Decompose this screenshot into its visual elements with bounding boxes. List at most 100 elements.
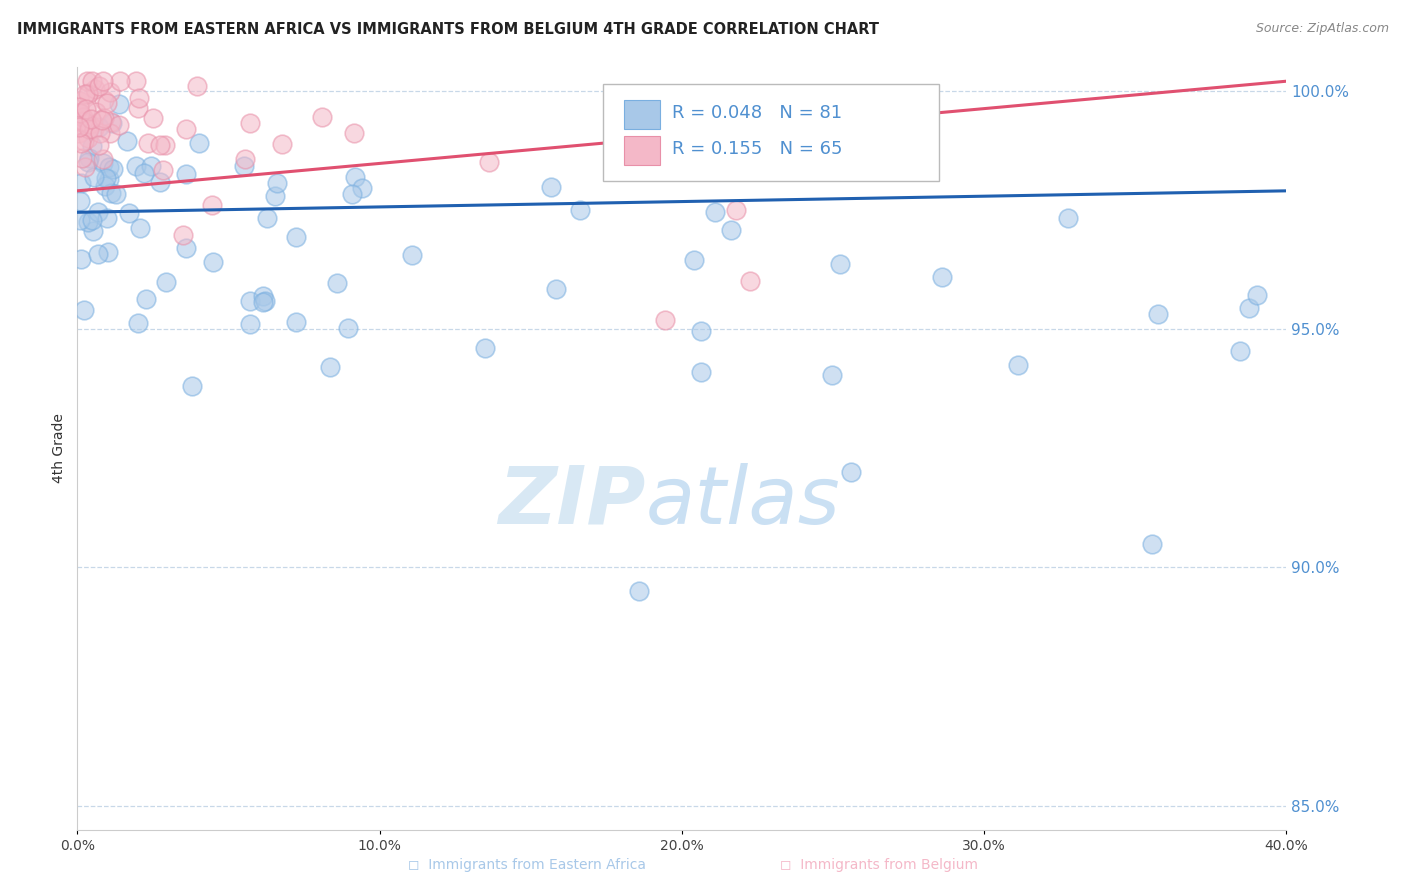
Point [153, 138, 176, 153]
Point [239, 115, 262, 129]
Point [683, 253, 706, 268]
Point [94, 170, 117, 185]
Point [724, 202, 747, 217]
Point [107, 118, 129, 132]
Point [828, 257, 851, 271]
Point [679, 93, 702, 107]
Point [690, 365, 713, 379]
Point [89, 126, 111, 140]
Point [311, 111, 333, 125]
Point [77, 117, 100, 131]
Point [75, 87, 97, 102]
Point [69, 94, 91, 108]
Point [186, 79, 208, 94]
Point [80, 112, 103, 126]
Point [128, 91, 150, 105]
Point [108, 97, 131, 112]
Point [97, 160, 120, 174]
Point [176, 167, 198, 181]
Point [75, 160, 97, 174]
Text: ◻  Immigrants from Eastern Africa: ◻ Immigrants from Eastern Africa [408, 858, 647, 872]
Point [96, 211, 118, 225]
Point [343, 126, 366, 140]
Point [141, 159, 163, 173]
Text: atlas: atlas [645, 463, 841, 541]
Point [1147, 307, 1170, 321]
Point [90, 112, 112, 127]
Point [149, 137, 172, 152]
Point [70, 252, 93, 266]
Point [97, 171, 120, 186]
FancyBboxPatch shape [603, 84, 939, 181]
Point [703, 204, 725, 219]
Point [100, 186, 122, 200]
Bar [624, 136, 661, 165]
Point [67, 105, 90, 120]
Point [738, 274, 761, 288]
Point [77, 87, 100, 101]
Point [325, 277, 347, 291]
Point [118, 206, 141, 220]
Point [235, 152, 257, 166]
Point [76, 74, 98, 88]
Point [266, 176, 288, 190]
Point [76, 155, 98, 169]
Point [172, 227, 194, 242]
Point [344, 170, 367, 185]
Point [84, 104, 107, 119]
Point [239, 317, 262, 331]
Point [690, 324, 713, 338]
Point [1057, 211, 1080, 226]
Point [839, 465, 862, 479]
Point [318, 360, 340, 375]
Point [254, 293, 277, 308]
Point [70, 136, 93, 150]
Point [93, 93, 115, 107]
Point [80, 213, 103, 227]
Point [149, 176, 172, 190]
Point [821, 368, 844, 382]
Point [654, 312, 676, 326]
Point [628, 584, 651, 599]
Point [256, 211, 278, 226]
Point [93, 112, 115, 126]
Point [474, 341, 496, 355]
Point [77, 121, 100, 136]
Point [401, 248, 423, 262]
Point [87, 138, 110, 153]
Point [187, 136, 209, 150]
Point [127, 316, 149, 330]
Point [72, 114, 94, 128]
Point [70, 115, 93, 129]
Point [73, 120, 96, 135]
Point [108, 74, 131, 88]
Point [233, 160, 256, 174]
Point [720, 222, 742, 236]
Point [1007, 358, 1029, 372]
Point [117, 134, 139, 148]
Point [124, 159, 146, 173]
Point [77, 215, 100, 229]
Point [931, 269, 953, 284]
Point [125, 74, 148, 88]
Point [181, 379, 204, 393]
Point [342, 187, 364, 202]
Point [87, 120, 110, 135]
Point [103, 161, 125, 176]
Point [252, 289, 274, 303]
Point [127, 102, 149, 116]
Point [135, 292, 157, 306]
Point [350, 181, 373, 195]
Point [202, 254, 225, 268]
Text: IMMIGRANTS FROM EASTERN AFRICA VS IMMIGRANTS FROM BELGIUM 4TH GRADE CORRELATION : IMMIGRANTS FROM EASTERN AFRICA VS IMMIGR… [17, 22, 879, 37]
Point [174, 241, 197, 255]
Text: ZIP: ZIP [498, 463, 645, 541]
Text: Source: ZipAtlas.com: Source: ZipAtlas.com [1256, 22, 1389, 36]
Point [132, 166, 155, 180]
Text: ◻  Immigrants from Belgium: ◻ Immigrants from Belgium [780, 858, 977, 872]
Point [1246, 288, 1268, 302]
Point [77, 151, 100, 165]
Point [80, 74, 103, 88]
Point [67, 100, 90, 114]
Point [101, 115, 124, 129]
